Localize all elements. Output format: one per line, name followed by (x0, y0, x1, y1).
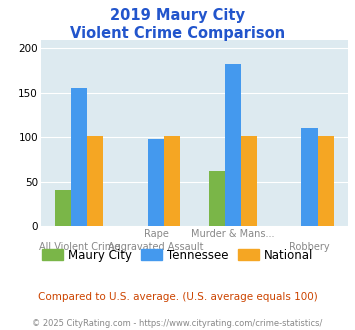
Text: All Violent Crime: All Violent Crime (39, 242, 120, 252)
Bar (164, 136, 180, 226)
Text: Violent Crime Comparison: Violent Crime Comparison (70, 26, 285, 41)
Legend: Maury City, Tennessee, National: Maury City, Tennessee, National (37, 244, 318, 266)
Bar (209, 171, 225, 226)
Text: Rape: Rape (143, 229, 168, 239)
Bar (71, 87, 87, 226)
Bar (225, 64, 241, 226)
Bar (87, 136, 103, 226)
Text: Robbery: Robbery (289, 242, 330, 252)
Bar (55, 190, 71, 226)
Text: Aggravated Assault: Aggravated Assault (108, 242, 204, 252)
Text: Compared to U.S. average. (U.S. average equals 100): Compared to U.S. average. (U.S. average … (38, 292, 317, 302)
Bar (318, 136, 334, 226)
Bar (241, 136, 257, 226)
Bar (301, 128, 318, 226)
Text: © 2025 CityRating.com - https://www.cityrating.com/crime-statistics/: © 2025 CityRating.com - https://www.city… (32, 319, 323, 328)
Text: Murder & Mans...: Murder & Mans... (191, 229, 274, 239)
Text: 2019 Maury City: 2019 Maury City (110, 8, 245, 23)
Bar (148, 139, 164, 226)
